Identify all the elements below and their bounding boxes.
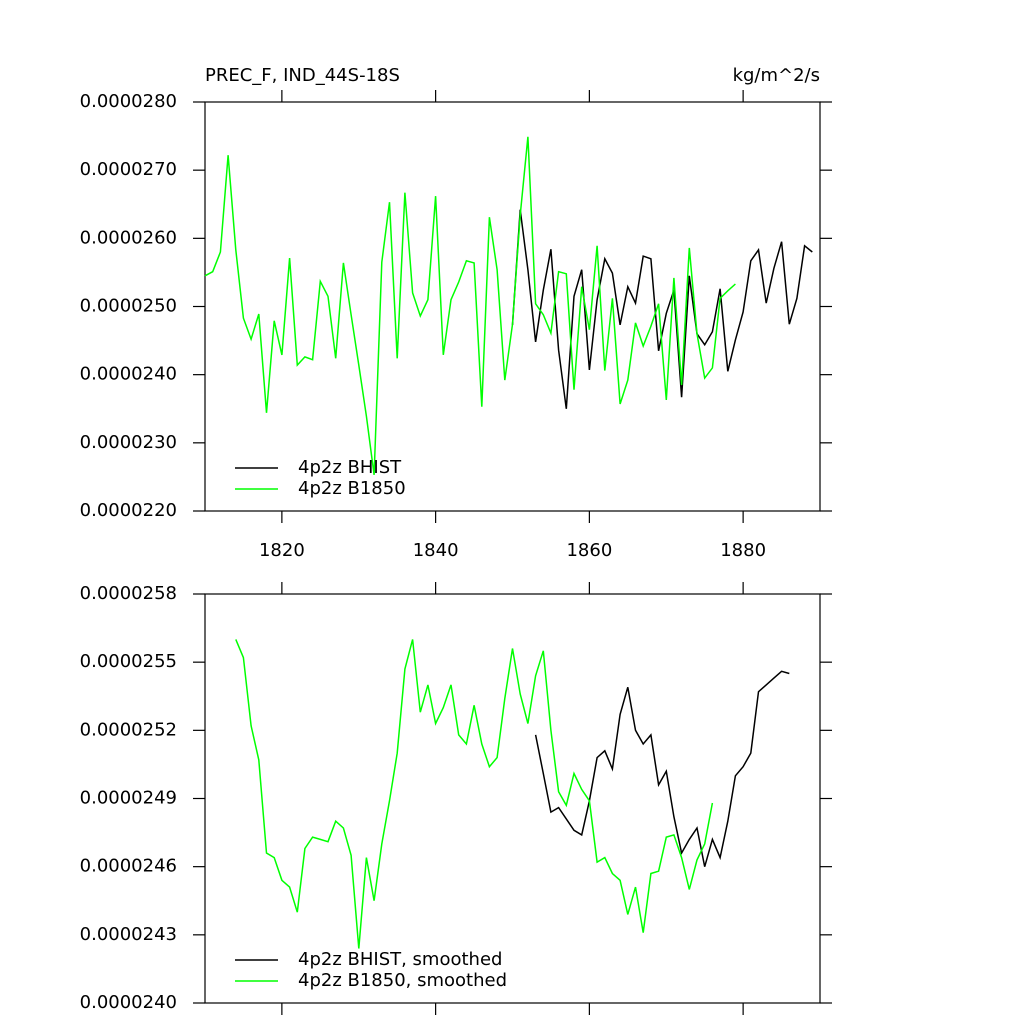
y-tick-label: 0.0000240 xyxy=(80,364,177,385)
series-line xyxy=(204,136,736,475)
x-tick-label: 1820 xyxy=(259,540,305,561)
y-tick-label: 0.0000270 xyxy=(80,159,177,180)
series-line xyxy=(534,670,790,867)
units-label: kg/m^2/s xyxy=(733,65,820,86)
chart-title: PREC_F, IND_44S-18S xyxy=(205,65,400,86)
x-tick-label: 1860 xyxy=(566,540,612,561)
y-tick-label: 0.0000243 xyxy=(80,924,177,945)
y-tick-label: 0.0000230 xyxy=(80,432,177,453)
legend-label: 4p2z B1850 xyxy=(298,478,406,499)
plot-frame xyxy=(204,593,821,1004)
y-tick-label: 0.0000250 xyxy=(80,296,177,317)
y-tick-label: 0.0000255 xyxy=(80,651,177,672)
y-tick-label: 0.0000280 xyxy=(80,91,177,112)
series-line xyxy=(511,209,813,409)
x-tick-label: 1840 xyxy=(413,540,459,561)
x-tick-label: 1880 xyxy=(720,540,766,561)
y-tick-label: 0.0000240 xyxy=(80,992,177,1013)
y-tick-label: 0.0000249 xyxy=(80,788,177,809)
y-tick-label: 0.0000252 xyxy=(80,719,177,740)
legend-label: 4p2z BHIST, smoothed xyxy=(298,949,502,970)
legend-label: 4p2z B1850, smoothed xyxy=(298,970,507,991)
y-tick-label: 0.0000246 xyxy=(80,856,177,877)
y-tick-label: 0.0000258 xyxy=(80,583,177,604)
series-line xyxy=(235,639,714,949)
y-tick-label: 0.0000260 xyxy=(80,227,177,248)
plot-frame xyxy=(204,101,821,512)
y-tick-label: 0.0000220 xyxy=(80,500,177,521)
legend-label: 4p2z BHIST xyxy=(298,457,402,478)
